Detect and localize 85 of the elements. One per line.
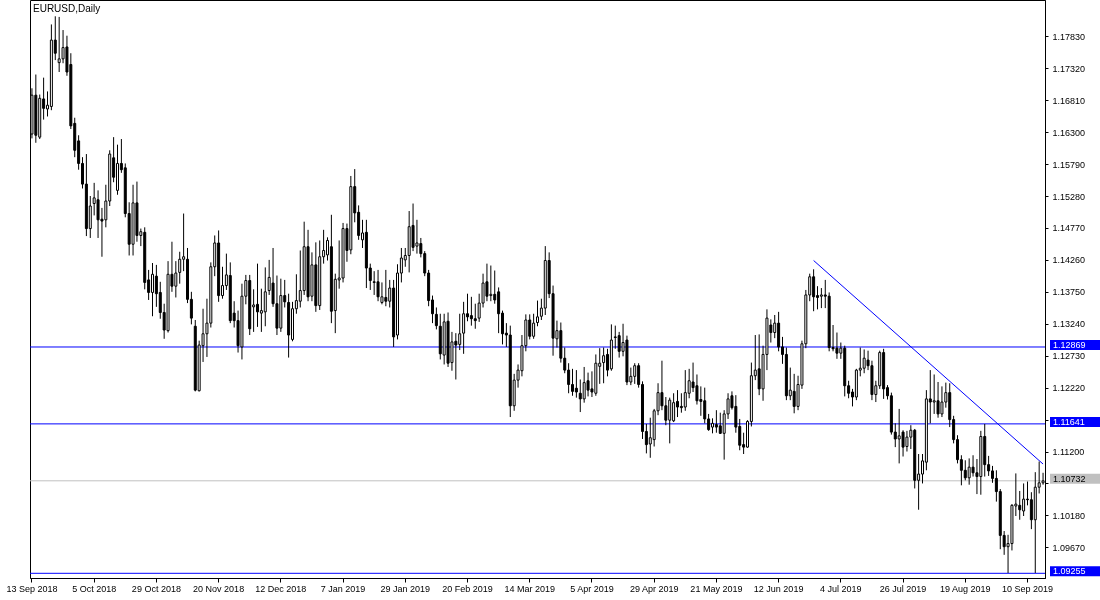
candlestick (384, 269, 388, 307)
candlestick (683, 369, 687, 412)
x-tick-label: 10 Sep 2019 (1001, 583, 1054, 594)
x-tick-label: 5 Apr 2019 (570, 583, 614, 594)
candlestick (862, 348, 866, 374)
y-tick-label: 1.09670 (1052, 542, 1086, 553)
candlestick (151, 262, 154, 317)
candlestick (672, 392, 676, 423)
x-tick-label: 26 Jul 2019 (879, 583, 927, 594)
y-tick-label: 1.13240 (1052, 319, 1086, 330)
ref-line-label: 1.09255 (1053, 566, 1086, 577)
candlestick (668, 397, 672, 444)
x-tick-label: 19 Aug 2019 (940, 583, 991, 594)
x-tick-label: 20 Feb 2019 (442, 583, 493, 594)
candlestick (718, 412, 722, 435)
y-tick-label: 1.15280 (1052, 191, 1086, 202)
candlestick (298, 249, 302, 308)
candlestick (376, 269, 380, 302)
y-tick-label: 1.16300 (1052, 127, 1086, 138)
x-tick-label: 12 Jun 2019 (753, 583, 804, 594)
ref-line-label: 1.12869 (1053, 339, 1086, 350)
x-tick-label: 29 Oct 2018 (131, 583, 181, 594)
x-tick-label: 29 Apr 2019 (629, 583, 679, 594)
candlestick (777, 311, 781, 352)
y-tick-label: 1.17320 (1052, 63, 1086, 74)
candlestick (602, 347, 606, 384)
candlestick (259, 288, 263, 333)
candlestick (178, 251, 182, 285)
candlestick (932, 373, 936, 415)
candlestick (434, 306, 438, 330)
candlestick (578, 378, 582, 413)
x-tick-label: 4 Jul 2019 (820, 583, 862, 594)
x-tick-label: 20 Nov 2018 (193, 583, 245, 594)
candlestick (263, 266, 267, 327)
y-tick-label: 1.12730 (1052, 351, 1086, 362)
candlestick (812, 268, 816, 312)
candlestick (489, 265, 493, 302)
x-tick-label: 7 Jan 2019 (320, 583, 366, 594)
x-tick-label: 12 Dec 2018 (255, 583, 307, 594)
ref-line-label: 1.11641 (1053, 416, 1085, 427)
y-tick-label: 1.14770 (1052, 223, 1086, 234)
y-tick-label: 1.16810 (1052, 95, 1086, 106)
candlestick (469, 296, 473, 327)
candlestick (792, 373, 796, 414)
candlestick (458, 313, 462, 351)
candlestick (571, 368, 574, 397)
candlestick (940, 385, 944, 418)
candlestick (415, 219, 419, 255)
x-tick-label: 13 Sep 2018 (6, 583, 58, 594)
candlestick (676, 389, 679, 418)
candlestick (582, 366, 586, 404)
candlestick (967, 457, 971, 486)
y-tick-label: 1.10180 (1052, 510, 1086, 521)
ref-line-label: 1.10732 (1053, 473, 1086, 484)
candlestick (462, 301, 466, 355)
candlestick (567, 362, 571, 394)
y-tick-label: 1.15790 (1052, 159, 1086, 170)
x-tick-label: 29 Jan 2019 (380, 583, 431, 594)
candlestick (897, 408, 901, 464)
y-tick-label: 1.17830 (1052, 31, 1086, 42)
candlestick (532, 313, 536, 340)
candlestick (574, 369, 578, 399)
candlestick (256, 263, 259, 328)
candlestick (372, 270, 376, 296)
candlestick (454, 332, 458, 380)
candlestick (963, 459, 967, 481)
candlestick (1029, 491, 1033, 530)
x-tick-label: 14 Mar 2019 (504, 583, 555, 594)
x-tick-label: 21 May 2019 (690, 583, 743, 594)
candlestick (819, 287, 823, 309)
chart-title: EURUSD,Daily (33, 3, 101, 14)
candlestick (679, 392, 683, 414)
candlestick (757, 333, 761, 396)
x-tick-label: 5 Oct 2018 (72, 583, 117, 594)
y-tick-label: 1.13750 (1052, 287, 1086, 298)
y-tick-label: 1.11200 (1052, 447, 1085, 457)
y-tick-label: 1.14260 (1052, 255, 1086, 266)
candlestick (57, 16, 61, 73)
candlestick (613, 325, 617, 350)
y-tick-label: 1.12220 (1052, 383, 1086, 394)
candlestick (497, 286, 501, 334)
candlestick (1018, 490, 1022, 521)
candlestick (1022, 482, 1026, 517)
candlestick (473, 303, 477, 330)
candlestick (633, 362, 637, 385)
